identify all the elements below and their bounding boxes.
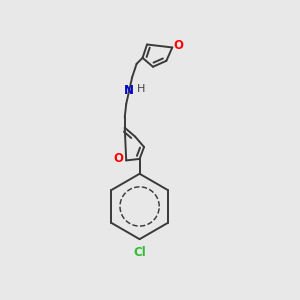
Text: H: H [137, 84, 145, 94]
Text: N: N [124, 84, 134, 97]
Text: O: O [114, 152, 124, 165]
Text: Cl: Cl [133, 246, 146, 259]
Text: O: O [174, 39, 184, 52]
